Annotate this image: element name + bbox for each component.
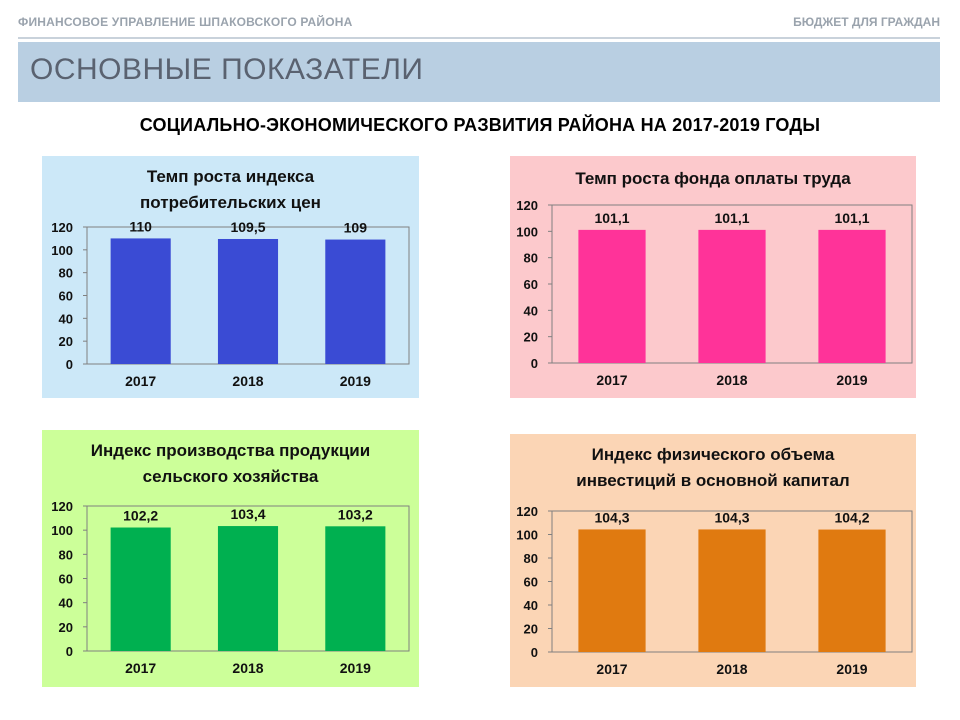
- y-tick-label: 120: [516, 198, 538, 213]
- bar-2018: [218, 239, 278, 364]
- y-tick-label: 40: [524, 303, 538, 318]
- y-tick-label: 20: [524, 622, 538, 637]
- x-tick-label: 2019: [340, 373, 371, 389]
- y-tick-label: 20: [59, 334, 73, 349]
- bar-2017: [111, 238, 171, 364]
- x-tick-label: 2017: [596, 372, 627, 388]
- x-tick-label: 2018: [232, 660, 263, 676]
- data-label: 101,1: [714, 210, 749, 226]
- x-tick-label: 2019: [340, 660, 371, 676]
- data-label: 104,2: [834, 510, 869, 526]
- bar-2019: [325, 526, 385, 651]
- chart-title: Индекс производства продукции сельского …: [42, 438, 419, 490]
- x-tick-label: 2019: [836, 372, 867, 388]
- y-tick-label: 60: [59, 572, 73, 587]
- y-tick-label: 40: [59, 596, 73, 611]
- header-left-text: ФИНАНСОВОЕ УПРАВЛЕНИЕ ШПАКОВСКОГО РАЙОНА: [18, 15, 353, 29]
- y-tick-label: 0: [66, 644, 73, 659]
- y-tick-label: 0: [531, 356, 538, 371]
- bar-2019: [325, 240, 385, 364]
- data-label: 103,2: [338, 506, 373, 522]
- chart-title-line-2: потребительских цен: [42, 190, 419, 216]
- chart-title-line-1: Темп роста индекса: [42, 164, 419, 190]
- x-tick-label: 2018: [716, 661, 747, 677]
- chart-title-line-1: Индекс физического объема: [510, 442, 916, 468]
- data-label: 101,1: [594, 210, 629, 226]
- chart-title-line-2: сельского хозяйства: [42, 464, 419, 490]
- x-tick-label: 2018: [716, 372, 747, 388]
- x-tick-label: 2018: [232, 373, 263, 389]
- chart-title: Темп роста фонда оплаты труда: [510, 166, 916, 192]
- y-tick-label: 20: [524, 330, 538, 345]
- bar-chart: 0 20 40 60 80 100 120 101,1 2017 101,1 2018 101,1 20…: [510, 156, 916, 398]
- data-label: 102,2: [123, 508, 158, 524]
- y-tick-label: 100: [516, 528, 538, 543]
- title-banner: ОСНОВНЫЕ ПОКАЗАТЕЛИ: [18, 42, 940, 102]
- y-tick-label: 0: [66, 357, 73, 372]
- y-tick-label: 100: [51, 243, 73, 258]
- y-tick-label: 120: [51, 499, 73, 514]
- chart-panel-agriculture: Индекс производства продукции сельского …: [42, 430, 419, 687]
- data-label: 103,4: [230, 506, 265, 522]
- header-right-text: БЮДЖЕТ ДЛЯ ГРАЖДАН: [793, 15, 940, 29]
- chart-panel-payroll: Темп роста фонда оплаты труда 0 20 40 60 80 1…: [510, 156, 916, 398]
- y-tick-label: 80: [524, 251, 538, 266]
- y-tick-label: 40: [59, 311, 73, 326]
- y-tick-label: 80: [59, 547, 73, 562]
- page-subtitle: СОЦИАЛЬНО-ЭКОНОМИЧЕСКОГО РАЗВИТИЯ РАЙОНА…: [0, 115, 960, 136]
- y-tick-label: 80: [524, 551, 538, 566]
- x-tick-label: 2017: [125, 373, 156, 389]
- y-tick-label: 20: [59, 620, 73, 635]
- y-tick-label: 80: [59, 266, 73, 281]
- y-tick-label: 40: [524, 598, 538, 613]
- bar-2018: [218, 526, 278, 651]
- bar-2017: [111, 528, 171, 651]
- y-tick-label: 120: [51, 220, 73, 235]
- y-tick-label: 60: [59, 289, 73, 304]
- bar-2018: [698, 529, 765, 652]
- data-label: 110: [129, 218, 152, 234]
- y-tick-label: 100: [51, 523, 73, 538]
- chart-title: Темп роста индекса потребительских цен: [42, 164, 419, 216]
- data-label: 104,3: [714, 509, 749, 525]
- bar-2019: [818, 230, 885, 363]
- bar-2018: [698, 230, 765, 363]
- chart-title-line-1: Темп роста фонда оплаты труда: [510, 166, 916, 192]
- y-tick-label: 60: [524, 277, 538, 292]
- bar-2017: [578, 529, 645, 652]
- x-tick-label: 2019: [836, 661, 867, 677]
- bar-2017: [578, 230, 645, 363]
- page-title: ОСНОВНЫЕ ПОКАЗАТЕЛИ: [30, 53, 424, 87]
- chart-title-line-1: Индекс производства продукции: [42, 438, 419, 464]
- chart-panel-cpi: Темп роста индекса потребительских цен 0…: [42, 156, 419, 398]
- y-tick-label: 100: [516, 224, 538, 239]
- chart-title: Индекс физического объема инвестиций в о…: [510, 442, 916, 494]
- y-tick-label: 0: [531, 645, 538, 660]
- data-label: 109: [344, 220, 368, 236]
- x-tick-label: 2017: [125, 660, 156, 676]
- data-label: 104,3: [594, 509, 629, 525]
- chart-panel-investment: Индекс физического объема инвестиций в о…: [510, 434, 916, 687]
- bar-2019: [818, 530, 885, 652]
- data-label: 109,5: [230, 219, 265, 235]
- data-label: 101,1: [834, 210, 869, 226]
- header-divider: [18, 37, 940, 39]
- y-tick-label: 60: [524, 575, 538, 590]
- y-tick-label: 120: [516, 504, 538, 519]
- x-tick-label: 2017: [596, 661, 627, 677]
- chart-title-line-2: инвестиций в основной капитал: [510, 468, 916, 494]
